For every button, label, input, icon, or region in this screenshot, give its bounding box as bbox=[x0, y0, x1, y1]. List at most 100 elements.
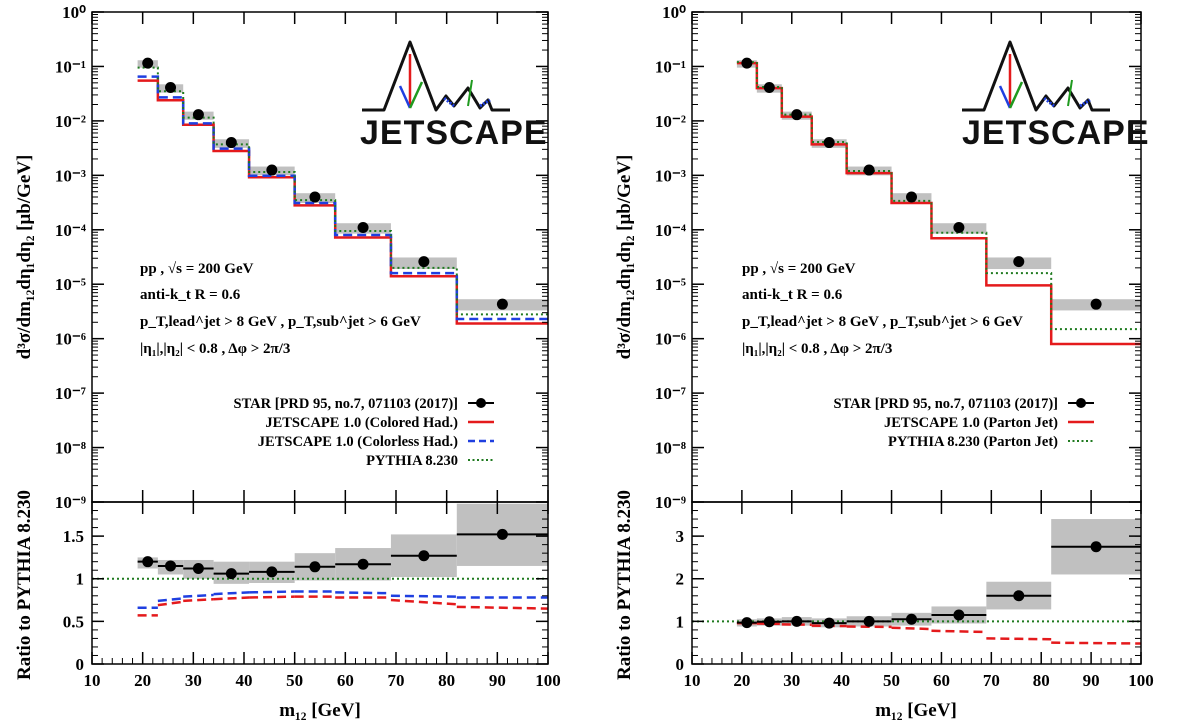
annotation-block: pp , √s = 200 GeV anti-k_t R = 0.6 p_T,l… bbox=[742, 261, 1023, 357]
data-point bbox=[496, 298, 508, 310]
data-point bbox=[309, 561, 321, 573]
y-tick-label: 10⁻⁶ bbox=[655, 330, 686, 349]
x-tick-label: 70 bbox=[983, 671, 1000, 690]
data-point bbox=[357, 222, 369, 234]
ratio-segment bbox=[183, 593, 214, 598]
data-point bbox=[142, 57, 154, 69]
x-tick-label: 30 bbox=[783, 671, 800, 690]
annotation-line: p_T,lead^jet > 8 GeV , p_T,sub^jet > 6 G… bbox=[742, 314, 1023, 330]
y-tick-label: 10⁰ bbox=[62, 3, 86, 22]
x-tick-label: 70 bbox=[388, 671, 405, 690]
left-top-panel: 10⁰10⁻¹10⁻²10⁻³10⁻⁴10⁻⁵10⁻⁶10⁻⁷10⁻⁸10⁻⁹ … bbox=[14, 3, 549, 512]
logo-text: JETSCAPE bbox=[360, 114, 548, 152]
data-point bbox=[741, 57, 753, 69]
jetscape-mountain-logo-icon bbox=[360, 40, 512, 112]
y-axis-title: d³σ/dm₁₂dη₁dη₂ [μb/GeV] bbox=[614, 155, 635, 360]
data-point bbox=[496, 528, 508, 540]
ratio-segment bbox=[390, 594, 457, 598]
annotation-line: |η₁|,|η₂| < 0.8 , Δφ > 2π/3 bbox=[140, 341, 290, 357]
y-tick-label: 0.5 bbox=[63, 612, 84, 631]
data-point bbox=[791, 615, 803, 627]
y-tick-label: 10⁻⁸ bbox=[655, 439, 686, 458]
data-point bbox=[418, 256, 430, 268]
axis-ticks: 0 1 2 3 10 20 30 40 50 60 70 80 90 100 bbox=[676, 501, 1154, 690]
y-tick-label: 10⁻⁷ bbox=[655, 384, 686, 403]
x-tick-label: 80 bbox=[1033, 671, 1050, 690]
x-tick-label: 40 bbox=[236, 671, 253, 690]
legend: STAR [PRD 95, no.7, 071103 (2017)] JETSC… bbox=[834, 396, 1094, 450]
y-tick-label: 0 bbox=[676, 655, 685, 674]
data-point bbox=[906, 191, 918, 203]
x-tick-label: 10 bbox=[684, 671, 701, 690]
x-tick-label: 80 bbox=[438, 671, 455, 690]
y-axis-title: Ratio to PYTHIA 8.230 bbox=[14, 490, 35, 680]
ratio-segment bbox=[891, 626, 932, 631]
right-figure: 10⁰10⁻¹10⁻²10⁻³10⁻⁴10⁻⁵10⁻⁶10⁻⁷10⁻⁸10⁻⁹ … bbox=[614, 3, 1154, 721]
data-points-layer bbox=[741, 57, 1102, 310]
legend-label: JETSCAPE 1.0 (Colorless Had.) bbox=[258, 434, 458, 450]
annotation-line: p_T,lead^jet > 8 GeV , p_T,sub^jet > 6 G… bbox=[140, 314, 421, 330]
ratio-segment bbox=[249, 595, 295, 599]
data-point bbox=[225, 568, 237, 580]
data-point bbox=[357, 558, 369, 570]
x-tick-label: 20 bbox=[134, 671, 151, 690]
y-tick-label: 10⁻² bbox=[55, 112, 86, 131]
annotation-line: pp , √s = 200 GeV bbox=[140, 261, 254, 277]
data-point bbox=[192, 563, 204, 575]
annotation-line: pp , √s = 200 GeV bbox=[742, 261, 856, 277]
jetscape-mountain-logo-icon bbox=[960, 40, 1112, 112]
jetscape-logo: JETSCAPE bbox=[960, 40, 1150, 152]
x-tick-label: 100 bbox=[535, 671, 561, 690]
y-tick-label: 10⁻⁵ bbox=[655, 275, 686, 294]
y-axis-title: Ratio to PYTHIA 8.230 bbox=[614, 490, 635, 680]
y-tick-label: 10⁻² bbox=[655, 112, 686, 131]
ratio-segment bbox=[456, 605, 549, 610]
logo-text: JETSCAPE bbox=[962, 114, 1150, 152]
data-point bbox=[791, 109, 803, 121]
ratio-segment bbox=[390, 598, 457, 606]
x-tick-label: 50 bbox=[883, 671, 900, 690]
data-point bbox=[741, 617, 753, 629]
x-tick-label: 90 bbox=[489, 671, 506, 690]
y-tick-label: 2 bbox=[676, 570, 685, 589]
ratio-segment bbox=[1051, 641, 1142, 645]
y-tick-label: 10⁻⁴ bbox=[655, 221, 686, 240]
left-figure: 10⁰10⁻¹10⁻²10⁻³10⁻⁴10⁻⁵10⁻⁶10⁻⁷10⁻⁸10⁻⁹ … bbox=[14, 3, 561, 721]
data-point bbox=[953, 222, 965, 234]
data-point bbox=[906, 613, 918, 625]
ratio-segment bbox=[213, 591, 250, 596]
model-lines-layer bbox=[92, 577, 549, 617]
legend-label: JETSCAPE 1.0 (Parton Jet) bbox=[884, 415, 1058, 431]
data-point bbox=[953, 609, 965, 621]
right-bottom-frame bbox=[691, 501, 1142, 665]
y-axis-ticks: 10⁰ 10⁻¹ 10⁻² 10⁻³ 10⁻⁴ 10⁻⁵ 10⁻⁶ 10⁻⁷ 10⁻⁸ 10⁻⁹ bbox=[55, 3, 549, 512]
data-point bbox=[863, 615, 875, 627]
data-point bbox=[763, 616, 775, 628]
y-tick-label: 10⁻¹ bbox=[55, 57, 86, 76]
y-tick-label: 10⁻⁵ bbox=[55, 275, 86, 294]
band-layer bbox=[736, 519, 1141, 628]
x-tick-label: 60 bbox=[933, 671, 950, 690]
x-tick-label: 60 bbox=[337, 671, 354, 690]
data-point bbox=[1013, 256, 1025, 268]
data-point bbox=[1013, 590, 1025, 602]
x-tick-label: 30 bbox=[185, 671, 202, 690]
x-tick-label: 40 bbox=[833, 671, 850, 690]
legend-marker bbox=[1076, 398, 1086, 408]
annotation-line: anti-k_t R = 0.6 bbox=[742, 287, 843, 303]
legend-label: STAR [PRD 95, no.7, 071103 (2017)] bbox=[834, 396, 1058, 412]
ratio-segment bbox=[335, 591, 391, 595]
model-lines-layer bbox=[137, 66, 548, 325]
data-point bbox=[309, 191, 321, 203]
left-bottom-frame bbox=[91, 501, 549, 665]
ratio-segment bbox=[249, 590, 295, 594]
series-line bbox=[137, 66, 548, 316]
y-tick-label: 10⁻¹ bbox=[655, 57, 686, 76]
annotation-line: anti-k_t R = 0.6 bbox=[140, 287, 241, 303]
axis-ticks: 0 0.5 1 1.5 10 20 30 40 50 60 70 80 90 100 bbox=[63, 501, 561, 690]
data-point bbox=[266, 566, 278, 578]
data-point bbox=[1090, 541, 1102, 553]
ratio-segment bbox=[183, 597, 214, 603]
y-tick-label: 10⁻³ bbox=[55, 166, 86, 185]
